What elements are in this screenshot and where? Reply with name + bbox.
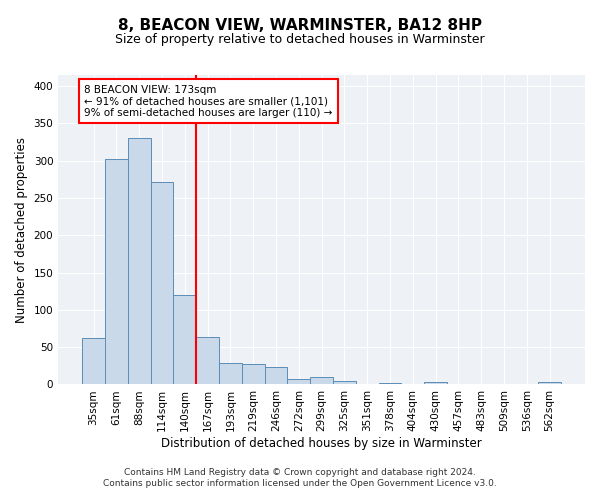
X-axis label: Distribution of detached houses by size in Warminster: Distribution of detached houses by size … — [161, 437, 482, 450]
Text: 8 BEACON VIEW: 173sqm
← 91% of detached houses are smaller (1,101)
9% of semi-de: 8 BEACON VIEW: 173sqm ← 91% of detached … — [85, 84, 333, 118]
Text: Size of property relative to detached houses in Warminster: Size of property relative to detached ho… — [115, 32, 485, 46]
Bar — [196, 338, 219, 384]
Bar — [310, 377, 333, 384]
Bar — [128, 138, 151, 384]
Y-axis label: Number of detached properties: Number of detached properties — [15, 136, 28, 322]
Bar — [333, 380, 356, 384]
Bar — [287, 379, 310, 384]
Bar — [265, 366, 287, 384]
Bar — [173, 295, 196, 384]
Bar — [219, 363, 242, 384]
Bar — [105, 160, 128, 384]
Bar — [424, 382, 447, 384]
Bar — [151, 182, 173, 384]
Bar — [379, 383, 401, 384]
Bar — [538, 382, 561, 384]
Bar — [82, 338, 105, 384]
Text: 8, BEACON VIEW, WARMINSTER, BA12 8HP: 8, BEACON VIEW, WARMINSTER, BA12 8HP — [118, 18, 482, 32]
Bar — [242, 364, 265, 384]
Text: Contains HM Land Registry data © Crown copyright and database right 2024.
Contai: Contains HM Land Registry data © Crown c… — [103, 468, 497, 487]
